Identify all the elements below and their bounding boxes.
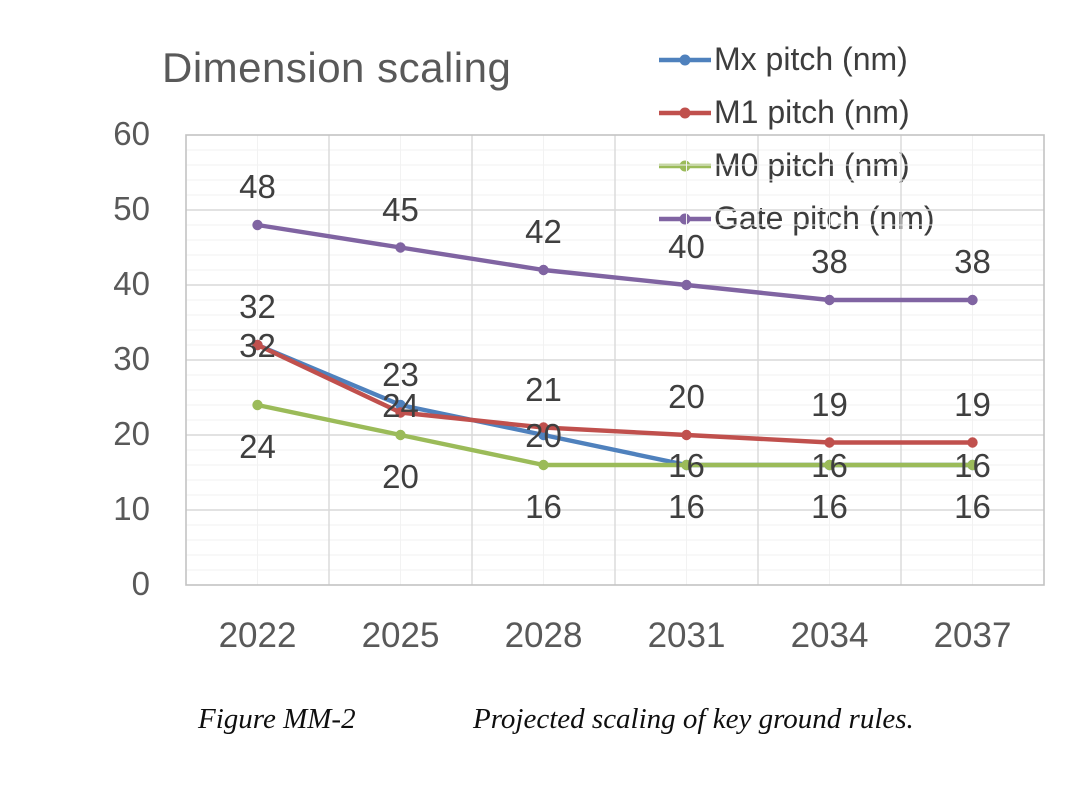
legend-item-gate-pitch-nm: Gate pitch (nm) bbox=[658, 192, 935, 245]
series-marker-m0-pitch-nm bbox=[681, 459, 692, 471]
series-marker-m0-pitch-nm bbox=[824, 459, 835, 471]
legend-label: Mx pitch (nm) bbox=[714, 41, 908, 77]
data-label: 20 bbox=[668, 378, 705, 415]
y-axis-tick: 30 bbox=[113, 340, 150, 378]
y-axis-tick: 10 bbox=[113, 490, 150, 528]
series-marker-mx-pitch-nm bbox=[538, 429, 549, 441]
figure-caption: Figure MM-2 Projected scaling of key gro… bbox=[0, 703, 1080, 743]
data-label: 40 bbox=[668, 228, 705, 265]
series-marker-m1-pitch-nm bbox=[252, 339, 263, 351]
plot-area bbox=[185, 134, 1045, 586]
legend-dot bbox=[679, 213, 691, 224]
series-marker-m0-pitch-nm bbox=[252, 399, 263, 411]
x-axis-tick: 2034 bbox=[790, 616, 869, 655]
series-marker-gate-pitch-nm bbox=[395, 242, 406, 253]
series-marker-gate-pitch-nm bbox=[967, 294, 978, 306]
data-label: 32 bbox=[239, 327, 276, 364]
series-marker-m0-pitch-nm bbox=[967, 459, 978, 471]
x-axis-tick: 2031 bbox=[647, 616, 726, 655]
figure-number: Figure MM-2 bbox=[198, 703, 356, 735]
y-axis-tick: 40 bbox=[113, 265, 150, 303]
data-label: 42 bbox=[525, 213, 562, 250]
data-label: 48 bbox=[239, 168, 276, 205]
legend-label: Gate pitch (nm) bbox=[714, 200, 935, 236]
data-label: 16 bbox=[954, 447, 991, 484]
data-label: 32 bbox=[239, 288, 276, 325]
legend-item-mx-pitch-nm: Mx pitch (nm) bbox=[658, 33, 935, 86]
series-marker-gate-pitch-nm bbox=[252, 219, 263, 231]
data-label: 19 bbox=[954, 385, 991, 423]
legend-dot bbox=[679, 107, 691, 118]
legend-dot bbox=[679, 54, 691, 65]
legend-marker-icon bbox=[659, 213, 711, 224]
series-line-m1-pitch-nm bbox=[255, 342, 975, 445]
data-label: 38 bbox=[811, 243, 848, 280]
data-label: 20 bbox=[525, 417, 562, 454]
data-label: 16 bbox=[525, 488, 562, 525]
series-marker-m1-pitch-nm bbox=[681, 429, 692, 441]
data-label: 24 bbox=[382, 387, 419, 424]
data-label: 16 bbox=[668, 488, 705, 525]
y-axis-tick: 60 bbox=[113, 115, 150, 153]
data-label: 21 bbox=[525, 370, 562, 408]
series-marker-m1-pitch-nm bbox=[395, 407, 406, 418]
series-marker-m1-pitch-nm bbox=[967, 437, 978, 448]
data-label: 24 bbox=[239, 428, 276, 465]
data-label: 16 bbox=[954, 488, 991, 525]
legend-marker-icon bbox=[659, 107, 711, 118]
data-label: 16 bbox=[811, 488, 848, 525]
legend-label: M1 pitch (nm) bbox=[714, 94, 910, 130]
series-marker-gate-pitch-nm bbox=[681, 279, 692, 291]
x-axis-tick: 2022 bbox=[218, 616, 297, 655]
x-axis-tick: 2028 bbox=[504, 616, 583, 655]
legend-item-m1-pitch-nm: M1 pitch (nm) bbox=[658, 86, 935, 139]
plot-border bbox=[185, 134, 1045, 586]
data-label: 16 bbox=[811, 447, 848, 484]
data-label: 19 bbox=[811, 385, 848, 423]
x-axis-tick: 2025 bbox=[361, 616, 440, 655]
data-label: 23 bbox=[382, 355, 419, 393]
y-axis-tick: 50 bbox=[113, 190, 150, 228]
x-axis-tick: 2037 bbox=[933, 616, 1012, 655]
series-marker-mx-pitch-nm bbox=[395, 399, 406, 411]
series-marker-m1-pitch-nm bbox=[538, 422, 549, 433]
figure-description: Projected scaling of key ground rules. bbox=[473, 703, 914, 735]
series-line-gate-pitch-nm bbox=[255, 222, 975, 303]
chart-title: Dimension scaling bbox=[162, 44, 512, 91]
legend-marker-icon bbox=[659, 54, 711, 65]
data-label: 45 bbox=[382, 190, 419, 228]
y-axis-tick: 0 bbox=[131, 565, 150, 603]
data-label: 16 bbox=[668, 447, 705, 484]
series-marker-gate-pitch-nm bbox=[538, 264, 549, 276]
series-marker-m1-pitch-nm bbox=[824, 437, 835, 448]
y-axis-tick: 20 bbox=[113, 415, 150, 453]
series-line-m0-pitch-nm bbox=[255, 402, 975, 468]
data-label: 38 bbox=[954, 243, 991, 280]
series-marker-gate-pitch-nm bbox=[824, 294, 835, 306]
series-marker-m0-pitch-nm bbox=[538, 459, 549, 471]
series-marker-m0-pitch-nm bbox=[395, 429, 406, 441]
data-label: 20 bbox=[382, 458, 419, 495]
